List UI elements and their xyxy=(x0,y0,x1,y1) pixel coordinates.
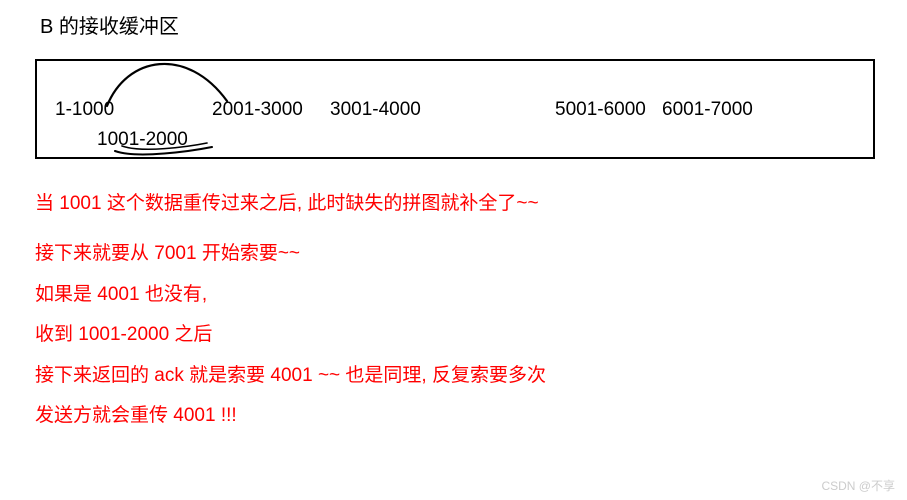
receive-buffer: 1-1000 2001-3000 3001-4000 5001-6000 600… xyxy=(35,59,875,159)
segment-2001-3000: 2001-3000 xyxy=(212,99,303,121)
segment-6001-7000: 6001-7000 xyxy=(662,99,753,121)
segment-1001-2000-retransmitted: 1001-2000 xyxy=(97,129,188,151)
segment-3001-4000: 3001-4000 xyxy=(330,99,421,121)
explanation-block: 当 1001 这个数据重传过来之后, 此时缺失的拼图就补全了~~ 接下来就要从 … xyxy=(35,189,907,431)
watermark: CSDN @不享 xyxy=(821,477,895,494)
explain-line-0: 当 1001 这个数据重传过来之后, 此时缺失的拼图就补全了~~ xyxy=(35,189,907,219)
explain-line-3: 收到 1001-2000 之后 xyxy=(35,320,907,350)
buffer-title: B 的接收缓冲区 xyxy=(40,10,907,39)
segment-1-1000: 1-1000 xyxy=(55,99,114,121)
explain-line-4: 接下来返回的 ack 就是索要 4001 ~~ 也是同理, 反复索要多次 xyxy=(35,361,907,391)
segment-5001-6000: 5001-6000 xyxy=(555,99,646,121)
explain-line-2: 如果是 4001 也没有, xyxy=(35,280,907,310)
explain-line-5: 发送方就会重传 4001 !!! xyxy=(35,401,907,431)
explain-line-1: 接下来就要从 7001 开始索要~~ xyxy=(35,239,907,269)
